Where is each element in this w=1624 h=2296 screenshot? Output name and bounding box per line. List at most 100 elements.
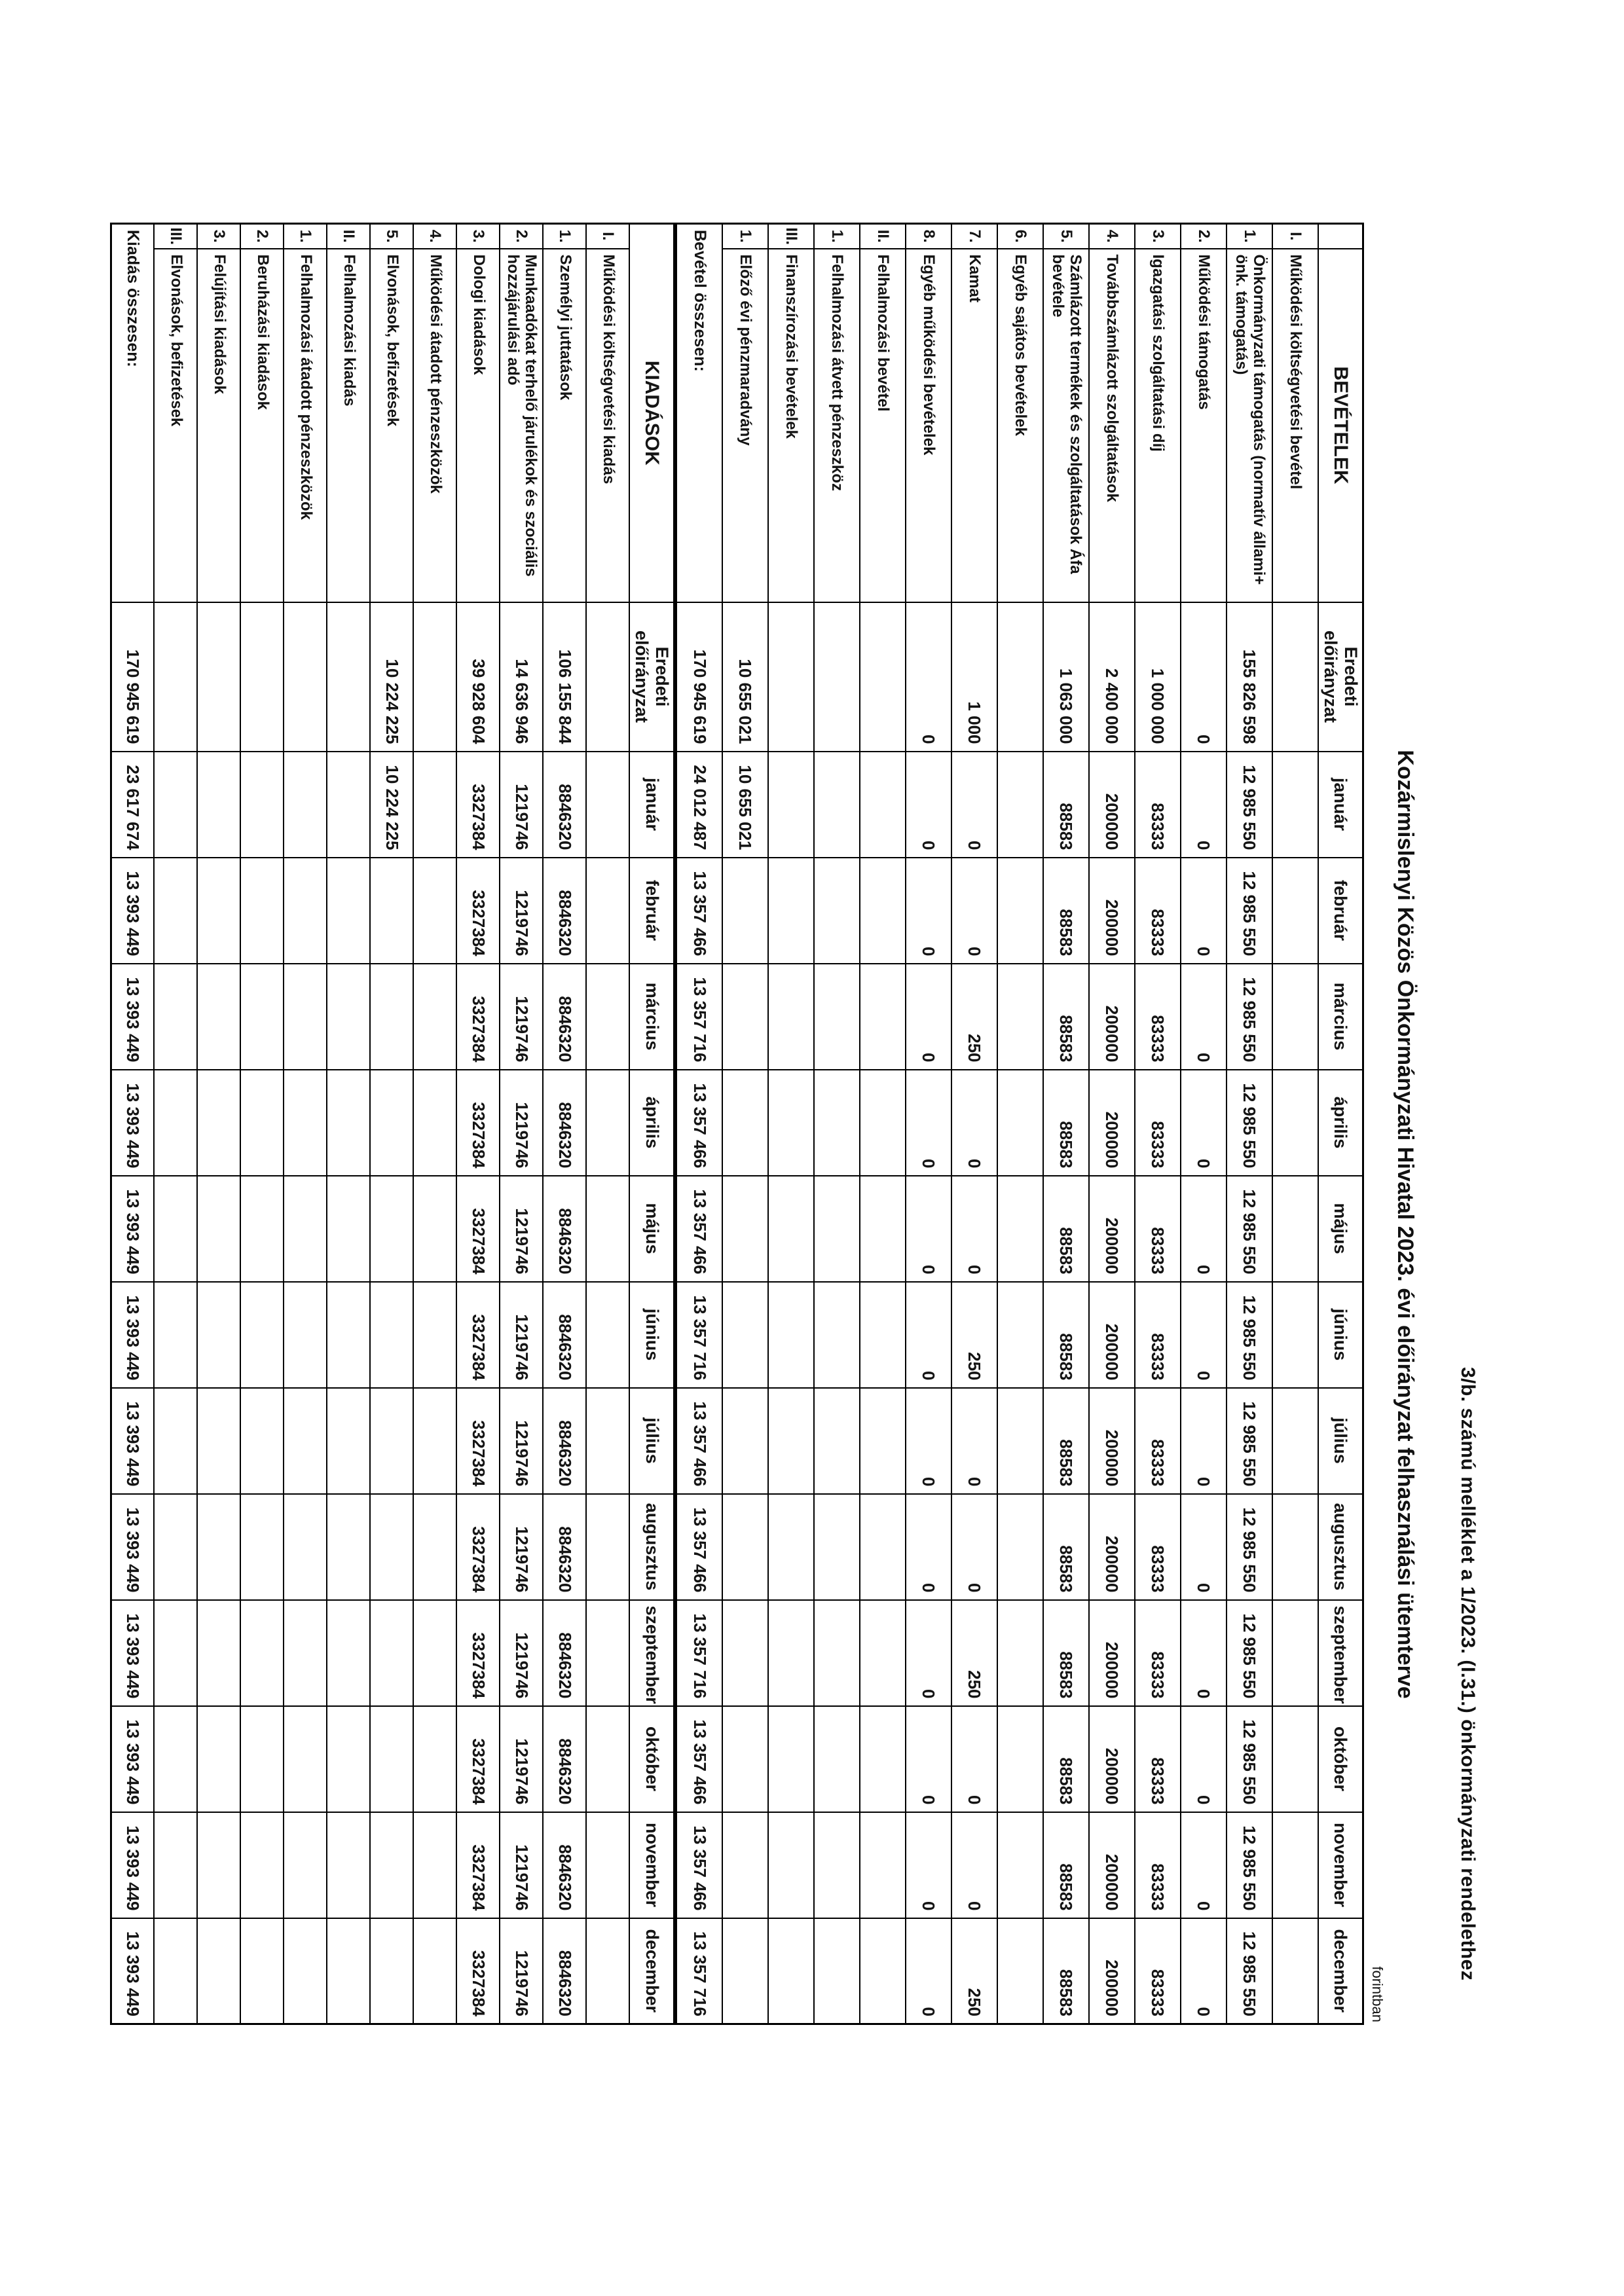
table-row: 3. Dologi kiadások 39 928 604 3327384 332738… [456,223,500,2024]
row-label: Felhalmozási átadott pénzeszközök [284,248,327,602]
value-cell [240,1705,284,1812]
row-number: III. [154,223,198,249]
value-cell: 1219746 [500,857,544,964]
row-number: 1. [813,223,860,249]
orig-budget-header: Eredeti előirányzat [629,602,674,752]
value-cell: 1 000 [951,602,997,752]
value-cell [370,963,414,1070]
month-header: augusztus [1318,1493,1363,1600]
row-number: 2. [1180,223,1227,249]
value-cell [154,751,198,858]
value-cell [240,1281,284,1388]
total-value-cell: 13 393 449 [111,1493,155,1600]
row-number: III. [767,223,814,249]
value-cell: 88583 [1043,1281,1089,1388]
value-cell [722,857,768,964]
value-cell [859,963,906,1070]
value-cell [997,1705,1043,1812]
value-cell: 250 [951,963,997,1070]
value-cell: 8846320 [543,1493,587,1600]
value-cell [767,751,814,858]
value-cell [284,1175,327,1282]
table-row: 1. Felhalmozási átvett pénzeszköz [813,223,860,2024]
value-cell: 83333 [1134,1281,1181,1388]
value-cell: 8846320 [543,751,587,858]
row-number: I. [1272,223,1318,249]
value-cell [813,1918,860,2024]
total-value-cell: 13 357 466 [676,1812,722,1918]
total-row: Kiadás összesen: 170 945 619 23 617 674 13 … [111,223,155,2024]
value-cell [1272,1599,1318,1706]
value-cell [813,1281,860,1388]
value-cell: 3327384 [456,751,500,858]
value-cell: 8846320 [543,1069,587,1176]
value-cell [1272,751,1318,858]
month-header: július [629,1387,674,1494]
month-header: május [1318,1175,1363,1282]
value-cell: 0 [905,1175,951,1282]
value-cell: 250 [951,1281,997,1388]
value-cell: 8846320 [543,1705,587,1812]
total-value-cell: 13 357 716 [676,963,722,1070]
value-cell [722,1812,768,1918]
row-label: Egyéb sajátos bevételek [997,248,1043,602]
section-title-cell: KIADÁSOK [629,223,674,602]
value-cell [813,1387,860,1494]
row-number: 6. [997,223,1043,249]
total-value-cell: 13 357 466 [676,1069,722,1176]
value-cell: 3327384 [456,1493,500,1600]
total-value-cell: 13 393 449 [111,1069,155,1176]
table-row: 1. Előző évi pénzmaradvány 10 655 021 10 65… [722,223,768,2024]
orig-budget-header: Eredeti előirányzat [1318,602,1363,752]
value-cell: 1219746 [500,1069,544,1176]
table-row: 2. Működési támogatás 0 0 0 0 0 0 0 0 0 0 0 0 0 [1180,223,1227,2024]
value-cell [997,1812,1043,1918]
value-cell: 1219746 [500,1281,544,1388]
value-cell [813,751,860,858]
value-cell [859,1069,906,1176]
value-cell: 83333 [1134,1069,1181,1176]
row-label: Személyi juttatások [543,248,587,602]
value-cell: 0 [905,963,951,1070]
value-cell [767,1387,814,1494]
value-cell [586,1918,630,2024]
row-number: 1. [543,223,587,249]
value-cell [370,1281,414,1388]
value-cell [197,1175,241,1282]
value-cell [284,602,327,752]
value-cell: 88583 [1043,1175,1089,1282]
month-header: szeptember [629,1599,674,1706]
value-cell [859,1918,906,2024]
value-cell [370,1918,414,2024]
total-value-cell: 13 357 716 [676,1281,722,1388]
value-cell: 0 [1180,857,1227,964]
value-cell [284,1812,327,1918]
value-cell [327,1599,371,1706]
value-cell: 83333 [1134,1493,1181,1600]
value-cell [813,1705,860,1812]
table-row: 2. Munkaadókat terhelő járulékok és szoci… [500,223,544,2024]
value-cell [813,963,860,1070]
value-cell [370,1387,414,1494]
value-cell: 200000 [1088,1493,1135,1600]
revenues-table: BEVÉTELEK Eredeti előirányzat január februá… [675,223,1364,2025]
value-cell [240,1493,284,1600]
table-row: 4. Működési átadott pénzeszközök [413,223,457,2024]
value-cell: 0 [951,751,997,858]
value-cell: 0 [905,1493,951,1600]
value-cell [997,751,1043,858]
value-cell [1272,1812,1318,1918]
value-cell [154,1175,198,1282]
value-cell [413,1069,457,1176]
value-cell: 0 [905,602,951,752]
value-cell: 8846320 [543,1281,587,1388]
total-value-cell: 23 617 674 [111,751,155,858]
value-cell [859,1812,906,1918]
value-cell [1272,1705,1318,1812]
value-cell: 0 [951,1175,997,1282]
value-cell: 12 985 550 [1226,1812,1272,1918]
value-cell: 0 [1180,1387,1227,1494]
row-number: 3. [197,223,241,249]
table-row: 4. Továbbszámlázott szolgáltatások 2 400 0… [1088,223,1135,2024]
